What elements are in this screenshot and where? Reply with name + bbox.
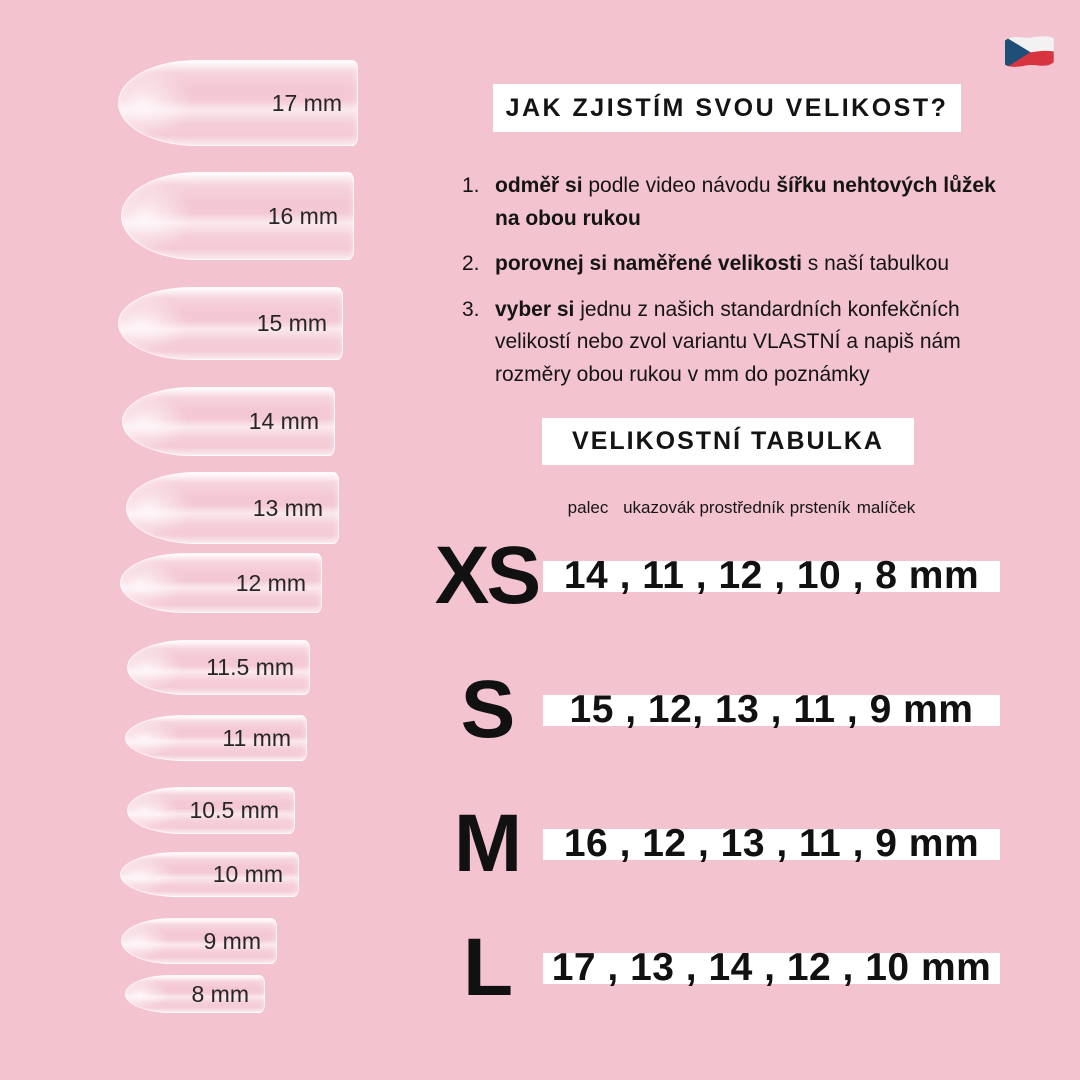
column-header-ring-finger: prsteník	[789, 498, 851, 517]
step-text: odměř si podle video návodu šířku nehtov…	[495, 170, 1018, 235]
step-normal-text: s naší tabulkou	[801, 252, 950, 276]
column-header-index-finger: ukazovák	[623, 498, 695, 517]
size-row-s: S 15 , 12, 13 , 11 , 9 mm	[430, 669, 1000, 751]
nail-size-label: 8 mm	[191, 980, 250, 1007]
size-table-title: VELIKOSTNÍ TABULKA	[572, 427, 884, 455]
nail-tip-12mm: 12 mm	[120, 553, 322, 613]
nail-size-label: 10 mm	[212, 861, 283, 887]
size-table-title-box: VELIKOSTNÍ TABULKA	[542, 418, 914, 465]
nail-tip-11-5mm: 11.5 mm	[127, 640, 310, 695]
nail-size-label: 17 mm	[271, 89, 342, 116]
column-header-thumb: palec	[567, 498, 609, 517]
size-row-m: M 16 , 12 , 13 , 11 , 9 mm	[430, 803, 1000, 885]
size-values-bar: 16 , 12 , 13 , 11 , 9 mm	[543, 822, 1000, 865]
nail-tip-11mm: 11 mm	[125, 715, 307, 761]
size-row-xs: XS 14 , 11 , 12 , 10 , 8 mm	[430, 535, 1000, 617]
step-bold-text: porovnej si naměřené velikosti	[495, 252, 802, 276]
step-bold-text: vyber si	[495, 297, 575, 321]
nail-tip-10-5mm: 10.5 mm	[127, 787, 295, 834]
size-label-s: S	[460, 664, 516, 755]
nail-size-label: 11 mm	[222, 724, 291, 751]
instruction-step-2: 2. porovnej si naměřené velikosti s naší…	[462, 248, 1018, 281]
nail-tip-8mm: 8 mm	[125, 975, 265, 1013]
instructions-list: 1. odměř si podle video návodu šířku neh…	[462, 170, 1018, 404]
column-header-pinky: malíček	[856, 498, 916, 517]
size-label-m: M	[453, 798, 522, 889]
column-header-middle-finger: prostředník	[699, 498, 785, 517]
size-values-bar: 17 , 13 , 14 , 12 , 10 mm	[543, 946, 1000, 989]
nail-size-label: 16 mm	[267, 202, 338, 229]
size-values-l: 17 , 13 , 14 , 12 , 10 mm	[551, 946, 992, 989]
nail-tip-16mm: 16 mm	[121, 172, 354, 260]
instruction-step-1: 1. odměř si podle video návodu šířku neh…	[462, 170, 1018, 235]
instruction-step-3: 3. vyber si jednu z našich standardních …	[462, 294, 1018, 392]
nail-tip-17mm: 17 mm	[118, 60, 358, 146]
nail-tip-9mm: 9 mm	[121, 918, 277, 964]
step-normal-text: jednu z našich standardních konfekčních …	[495, 297, 961, 386]
nail-size-label: 9 mm	[203, 927, 262, 954]
nail-tip-14mm: 14 mm	[122, 387, 335, 456]
nail-size-label: 11.5 mm	[206, 654, 294, 680]
nail-tip-15mm: 15 mm	[118, 287, 343, 360]
page-title: JAK ZJISTÍM SVOU VELIKOST?	[505, 93, 949, 122]
step-number: 2.	[462, 252, 480, 276]
size-values-bar: 14 , 11 , 12 , 10 , 8 mm	[543, 554, 1000, 597]
size-label-l: L	[462, 922, 513, 1013]
nail-size-label: 14 mm	[248, 408, 319, 434]
size-values-s: 15 , 12, 13 , 11 , 9 mm	[569, 688, 974, 731]
nail-size-label: 10.5 mm	[189, 797, 279, 823]
nail-size-label: 12 mm	[235, 569, 306, 596]
size-values-bar: 15 , 12, 13 , 11 , 9 mm	[543, 688, 1000, 731]
size-row-l: L 17 , 13 , 14 , 12 , 10 mm	[430, 927, 1000, 1009]
czech-flag-icon	[1005, 36, 1054, 67]
nail-tip-10mm: 10 mm	[120, 852, 299, 897]
nail-size-label: 15 mm	[256, 310, 327, 336]
page-title-box: JAK ZJISTÍM SVOU VELIKOST?	[493, 84, 961, 132]
step-number: 1.	[462, 174, 480, 197]
step-normal-text: podle video návodu	[582, 174, 777, 197]
step-bold-text: šířku nehtových lůžek na obou rukou	[495, 174, 996, 230]
step-text: porovnej si naměřené velikosti s naší ta…	[495, 248, 1018, 281]
step-bold-text: odměř si	[495, 174, 583, 197]
size-values-xs: 14 , 11 , 12 , 10 , 8 mm	[563, 554, 980, 597]
nail-tip-13mm: 13 mm	[126, 472, 339, 544]
size-label-xs: XS	[434, 530, 541, 621]
step-text: vyber si jednu z našich standardních kon…	[495, 294, 1018, 392]
step-number: 3.	[462, 297, 480, 321]
size-values-m: 16 , 12 , 13 , 11 , 9 mm	[563, 822, 980, 865]
nail-size-label: 13 mm	[252, 494, 323, 521]
